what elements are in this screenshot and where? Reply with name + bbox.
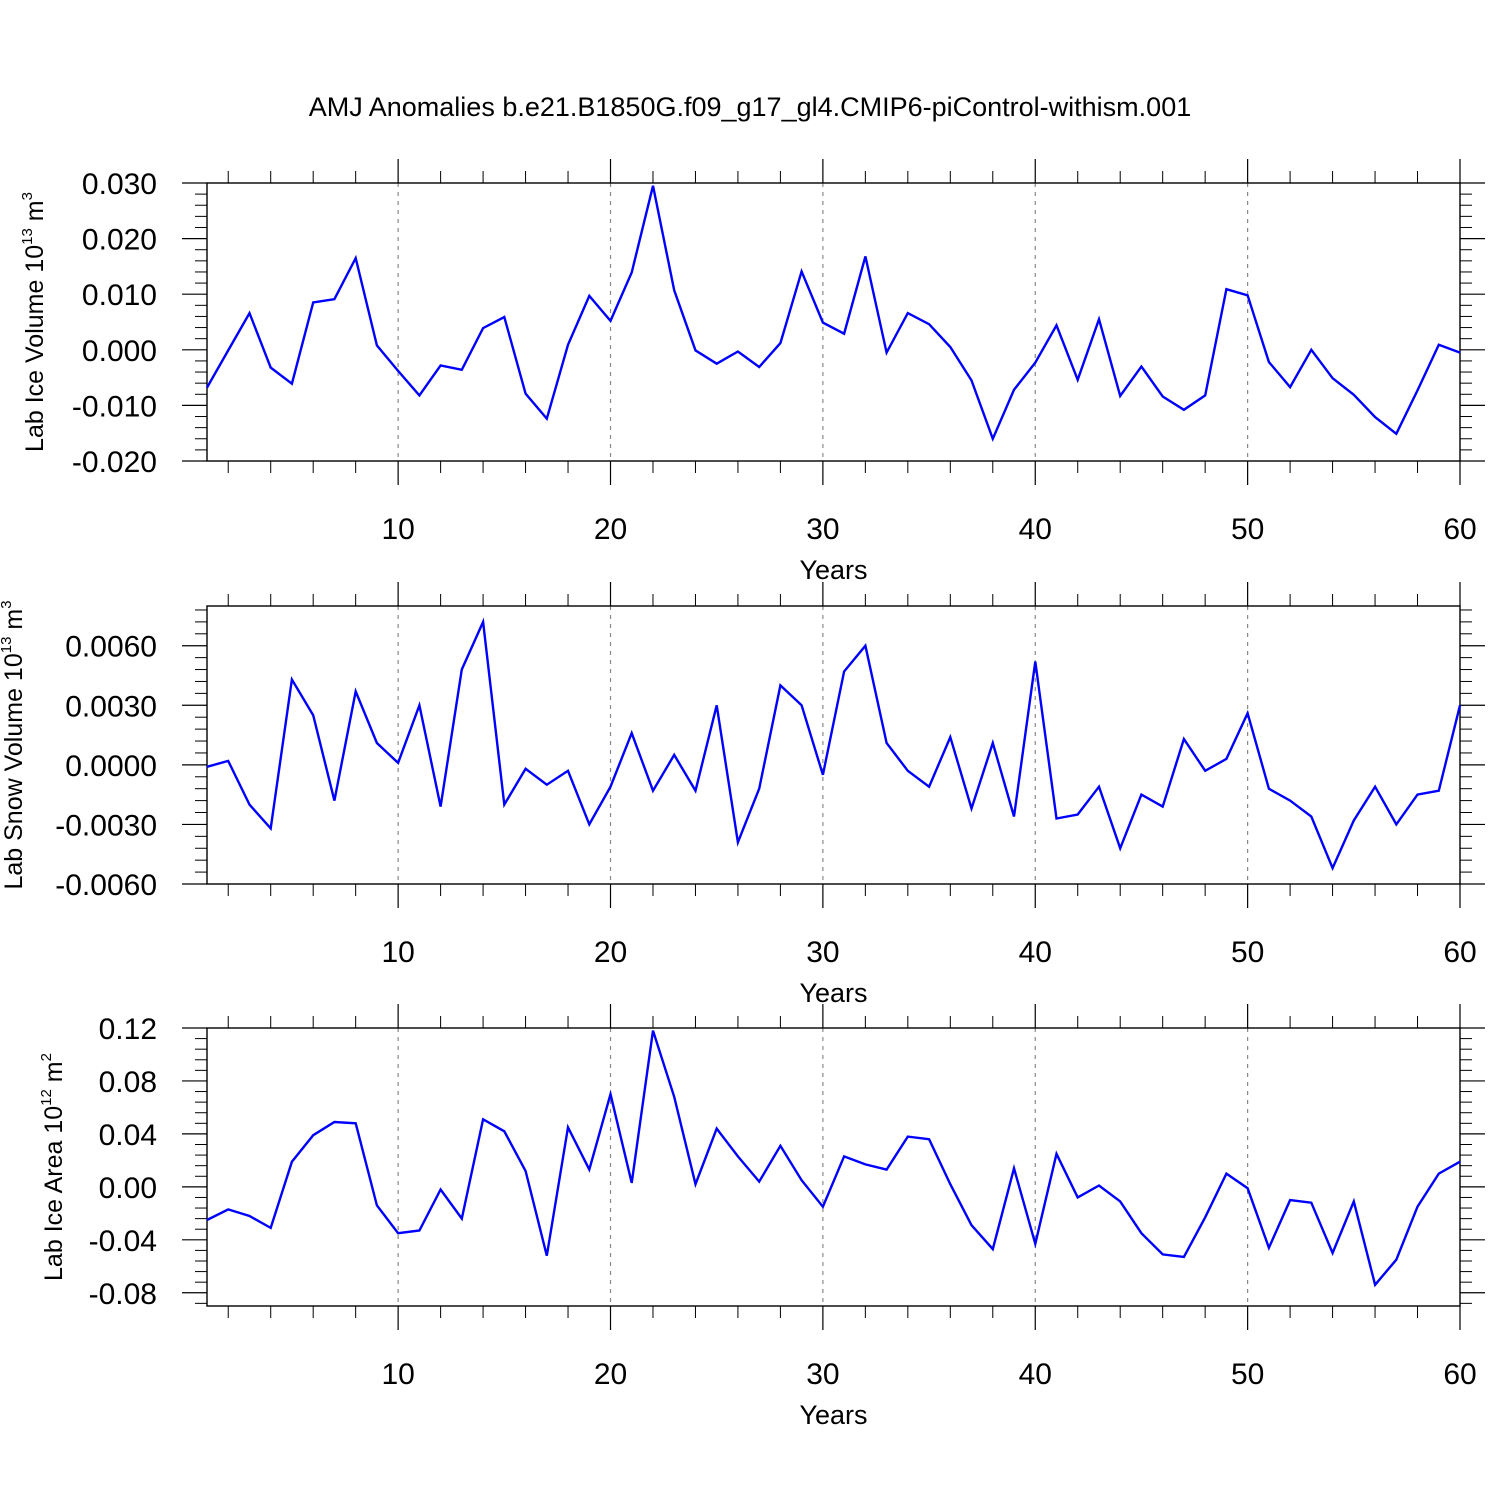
y-axis-label-text: Lab Snow Volume 10 <box>0 653 28 889</box>
series-line <box>206 617 1462 872</box>
plot-frame <box>206 182 1461 462</box>
y-tick-label: 0.0000 <box>65 750 157 783</box>
y-axis-label-exponent: 12 <box>38 1089 55 1106</box>
x-axis-label: Years <box>799 978 867 1008</box>
y-axis-label-unit: m <box>0 609 28 637</box>
x-axis-label: Years <box>799 1400 867 1430</box>
figure-title: AMJ Anomalies b.e21.B1850G.f09_g17_gl4.C… <box>308 92 1192 122</box>
x-tick-label: 40 <box>1019 513 1052 546</box>
y-tick-label: -0.020 <box>72 446 157 479</box>
plot-frame <box>206 605 1461 885</box>
y-tick-label: 0.0030 <box>65 690 157 723</box>
y-tick-label: 0.020 <box>82 224 157 257</box>
x-tick-label: 40 <box>1019 936 1052 969</box>
y-axis-label-exponent: 13 <box>19 228 36 245</box>
x-axis-label: Years <box>799 555 867 585</box>
y-axis-label-unit-exponent: 3 <box>0 600 15 608</box>
y-axis-label-unit-exponent: 3 <box>19 192 36 200</box>
y-tick-label: 0.08 <box>99 1066 157 1099</box>
y-tick-label: -0.04 <box>89 1225 157 1258</box>
x-tick-label: 50 <box>1231 1358 1264 1391</box>
y-tick-label: 0.030 <box>82 168 157 201</box>
y-tick-label: 0.010 <box>82 279 157 312</box>
x-tick-label: 30 <box>806 936 839 969</box>
series-line <box>205 185 1461 443</box>
y-axis-label-unit: m <box>21 200 49 228</box>
y-axis-label-unit: m <box>40 1061 68 1089</box>
x-tick-label: 20 <box>594 936 627 969</box>
x-tick-label: 60 <box>1443 936 1476 969</box>
y-axis-label-text: Lab Ice Volume 10 <box>21 245 49 452</box>
y-axis-label: Lab Snow Volume 1013 m3 <box>0 600 28 889</box>
x-tick-label: 40 <box>1019 1358 1052 1391</box>
y-tick-label: 0.04 <box>99 1119 157 1152</box>
x-tick-label: 10 <box>381 936 414 969</box>
y-tick-label: 0.0060 <box>65 631 157 664</box>
chart-panel-2: 10 20 30 40 50 60 -0.0060 -0.0030 0.0000 0.0030 0.… <box>0 582 1485 1008</box>
y-tick-label: -0.0030 <box>55 809 157 842</box>
x-tick-label: 30 <box>806 513 839 546</box>
chart-panel-3: 10 20 30 40 50 60 -0.08 -0.04 0.00 0.04 0.08 0.12 Ye… <box>38 1004 1485 1430</box>
x-tick-label: 10 <box>381 1358 414 1391</box>
x-tick-label: 20 <box>594 1358 627 1391</box>
x-tick-label: 60 <box>1443 1358 1476 1391</box>
y-tick-label: 0.12 <box>99 1013 157 1046</box>
y-axis-label: Lab Ice Area 1012 m2 <box>38 1053 68 1281</box>
x-tick-label: 30 <box>806 1358 839 1391</box>
plot-frame <box>206 1027 1461 1307</box>
x-tick-label: 50 <box>1231 513 1264 546</box>
y-tick-label: 0.000 <box>82 335 157 368</box>
y-axis-label-text: Lab Ice Area 10 <box>40 1106 68 1281</box>
x-tick-label: 60 <box>1443 513 1476 546</box>
x-tick-label: 10 <box>381 513 414 546</box>
y-axis-label-unit-exponent: 2 <box>38 1053 55 1061</box>
series-line <box>206 1030 1461 1288</box>
x-tick-label: 50 <box>1231 936 1264 969</box>
y-axis-label-exponent: 13 <box>0 637 15 654</box>
y-tick-label: -0.0060 <box>55 869 157 902</box>
y-tick-label: 0.00 <box>99 1172 157 1205</box>
chart-panel-1: 10 20 30 40 50 60 -0.020 -0.010 0.000 0.010 0.020 0… <box>19 159 1485 585</box>
y-tick-label: -0.010 <box>72 390 157 423</box>
x-tick-label: 20 <box>594 513 627 546</box>
y-tick-label: -0.08 <box>89 1278 157 1311</box>
y-axis-label: Lab Ice Volume 1013 m3 <box>19 192 49 452</box>
